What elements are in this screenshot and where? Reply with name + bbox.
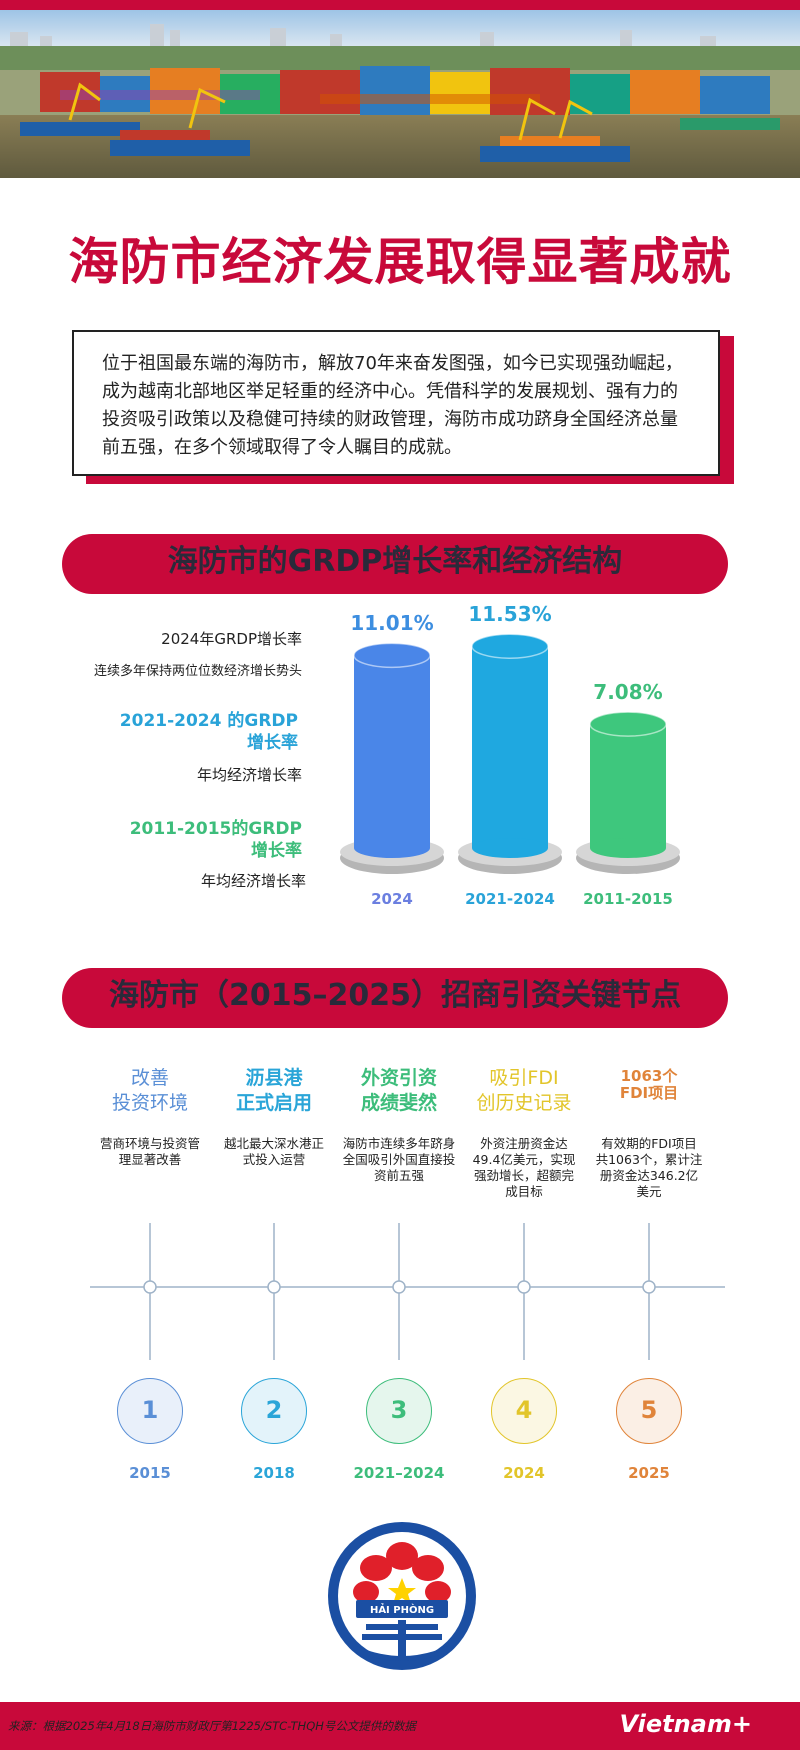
milestone-description-line: 强劲增长，超额完 bbox=[473, 1168, 574, 1183]
timeline-node bbox=[517, 1280, 531, 1294]
page-title: 海防市经济发展取得显著成就 bbox=[68, 233, 732, 291]
milestone-number-circle: 5 bbox=[616, 1378, 682, 1444]
label-2021-2024-line1: 2021-2024 的GRDP bbox=[119, 711, 298, 731]
label-2024-sub: 连续多年保持两位位数经济增长势头 bbox=[93, 664, 302, 679]
section-banner-grdp: 海防市的GRDP增长率和经济结构 bbox=[62, 534, 728, 594]
milestone-title-line1: 1063个 bbox=[620, 1067, 678, 1085]
top-accent-bar bbox=[0, 0, 800, 10]
hai-phong-logo: HẢI PHÒNG bbox=[326, 1520, 478, 1672]
bar-bottom bbox=[590, 838, 666, 858]
milestone-title: 外资引资 成绩斐然 bbox=[339, 1066, 459, 1116]
milestone-title: 1063个 FDI项目 bbox=[589, 1068, 709, 1102]
milestone-description-line: 式投入运营 bbox=[242, 1152, 306, 1167]
bar-body bbox=[590, 724, 666, 848]
bar-bottom bbox=[472, 838, 548, 858]
milestone-title-line1: 外资引资 bbox=[360, 1067, 437, 1089]
milestone-title-line2: 成绩斐然 bbox=[360, 1092, 437, 1114]
milestone-number-circle: 2 bbox=[241, 1378, 307, 1444]
milestone-title: 改善 投资环境 bbox=[90, 1066, 210, 1116]
milestone-year: 2021–2024 bbox=[353, 1464, 445, 1482]
port-hero-image bbox=[0, 10, 800, 178]
milestone-title: 吸引FDI 创历史记录 bbox=[464, 1066, 584, 1116]
milestone-description-line: 海防市连续多年跻身 bbox=[342, 1136, 456, 1151]
logo-text: HẢI PHÒNG bbox=[370, 1602, 434, 1616]
bar-cap bbox=[471, 633, 549, 659]
milestone-year: 2024 bbox=[503, 1464, 545, 1482]
bar-body bbox=[472, 646, 548, 848]
grdp-bar-chart bbox=[340, 633, 680, 874]
milestone-description: 营商环境与投资管 理显著改善 bbox=[91, 1136, 209, 1168]
bar-cap bbox=[353, 642, 431, 669]
bar-category-label: 2011-2015 bbox=[583, 890, 673, 908]
milestone-number-circle: 3 bbox=[366, 1378, 432, 1444]
milestone-description-line: 越北最大深水港正 bbox=[223, 1136, 324, 1151]
milestone-number-circle: 1 bbox=[117, 1378, 183, 1444]
label-2011-2015-sub: 年均经济增长率 bbox=[200, 872, 306, 890]
label-2024-title: 2024年GRDP增长率 bbox=[161, 630, 302, 648]
milestone-description-line: 全国吸引外国直接投 bbox=[342, 1152, 456, 1167]
milestone-title: 沥县港 正式启用 bbox=[214, 1066, 334, 1116]
bar-cap bbox=[589, 711, 667, 737]
label-2021-2024-sub: 年均经济增长率 bbox=[196, 766, 302, 784]
timeline-node bbox=[267, 1280, 281, 1294]
label-2011-2015-line1: 2011-2015的GRDP bbox=[129, 819, 302, 839]
label-2011-2015-title: 2011-2015的GRDP 增长率 bbox=[40, 818, 302, 862]
source-note: 来源：根据2025年4月18日海防市财政厅第1225/STC-THQH号公文提供… bbox=[8, 1719, 416, 1733]
timeline-node bbox=[143, 1280, 157, 1294]
milestone-description-line: 有效期的FDI项目 bbox=[601, 1136, 697, 1151]
milestone-description: 海防市连续多年跻身 全国吸引外国直接投 资前五强 bbox=[340, 1136, 458, 1184]
milestone-description-line: 册资金达346.2亿 bbox=[599, 1168, 699, 1183]
bar-value-label: 11.53% bbox=[468, 602, 552, 627]
milestone-title-line1: 改善 bbox=[130, 1067, 169, 1089]
timeline-node bbox=[392, 1280, 406, 1294]
bar-value-label: 11.01% bbox=[350, 611, 434, 636]
bar-value-label: 7.08% bbox=[593, 680, 663, 705]
milestone-description: 有效期的FDI项目 共1063个，累计注 册资金达346.2亿 美元 bbox=[590, 1136, 708, 1200]
bar-category-label: 2024 bbox=[371, 890, 413, 908]
label-2021-2024-line2: 增长率 bbox=[247, 733, 298, 753]
milestone-description: 越北最大深水港正 式投入运营 bbox=[215, 1136, 333, 1168]
milestone-title-line2: FDI项目 bbox=[619, 1084, 679, 1102]
bar-bottom bbox=[354, 838, 430, 858]
bar-2011-2015 bbox=[576, 711, 680, 874]
milestone-title-line2: 创历史记录 bbox=[476, 1092, 572, 1114]
milestone-year: 2025 bbox=[628, 1464, 670, 1482]
milestone-description-line: 外资注册资金达 bbox=[480, 1136, 568, 1151]
milestone-description-line: 49.4亿美元，实现 bbox=[472, 1152, 576, 1167]
brand-logo: Vietnam+ bbox=[619, 1710, 752, 1738]
milestone-title-line1: 吸引FDI bbox=[489, 1067, 559, 1089]
bar-category-label: 2021-2024 bbox=[465, 890, 555, 908]
intro-text: 位于祖国最东端的海防市，解放70年来奋发图强，如今已实现强劲崛起，成为越南北部地… bbox=[72, 330, 720, 476]
milestone-number-circle: 4 bbox=[491, 1378, 557, 1444]
milestone-title-line1: 沥县港 bbox=[245, 1067, 303, 1089]
bar-2024 bbox=[340, 642, 444, 874]
section-banner-investment: 海防市（2015–2025）招商引资关键节点 bbox=[62, 968, 728, 1028]
milestone-description-line: 资前五强 bbox=[373, 1168, 424, 1183]
timeline-node bbox=[642, 1280, 656, 1294]
label-2021-2024-title: 2021-2024 的GRDP 增长率 bbox=[40, 710, 298, 754]
timeline-lines bbox=[90, 1223, 725, 1360]
bar-body bbox=[354, 655, 430, 848]
milestone-description-line: 营商环境与投资管 bbox=[99, 1136, 200, 1151]
milestone-year: 2018 bbox=[253, 1464, 295, 1482]
milestone-title-line2: 正式启用 bbox=[235, 1092, 312, 1114]
bar-2021-2024 bbox=[458, 633, 562, 874]
milestone-description-line: 美元 bbox=[636, 1184, 662, 1199]
milestone-description-line: 成目标 bbox=[505, 1184, 543, 1199]
footer-bar: 来源：根据2025年4月18日海防市财政厅第1225/STC-THQH号公文提供… bbox=[0, 1702, 800, 1750]
milestone-year: 2015 bbox=[129, 1464, 171, 1482]
milestone-title-line2: 投资环境 bbox=[111, 1092, 188, 1114]
label-2011-2015-line2: 增长率 bbox=[251, 841, 302, 861]
milestone-description-line: 共1063个，累计注 bbox=[595, 1152, 703, 1167]
milestone-description-line: 理显著改善 bbox=[118, 1152, 182, 1167]
milestone-description: 外资注册资金达 49.4亿美元，实现 强劲增长，超额完 成目标 bbox=[465, 1136, 583, 1200]
